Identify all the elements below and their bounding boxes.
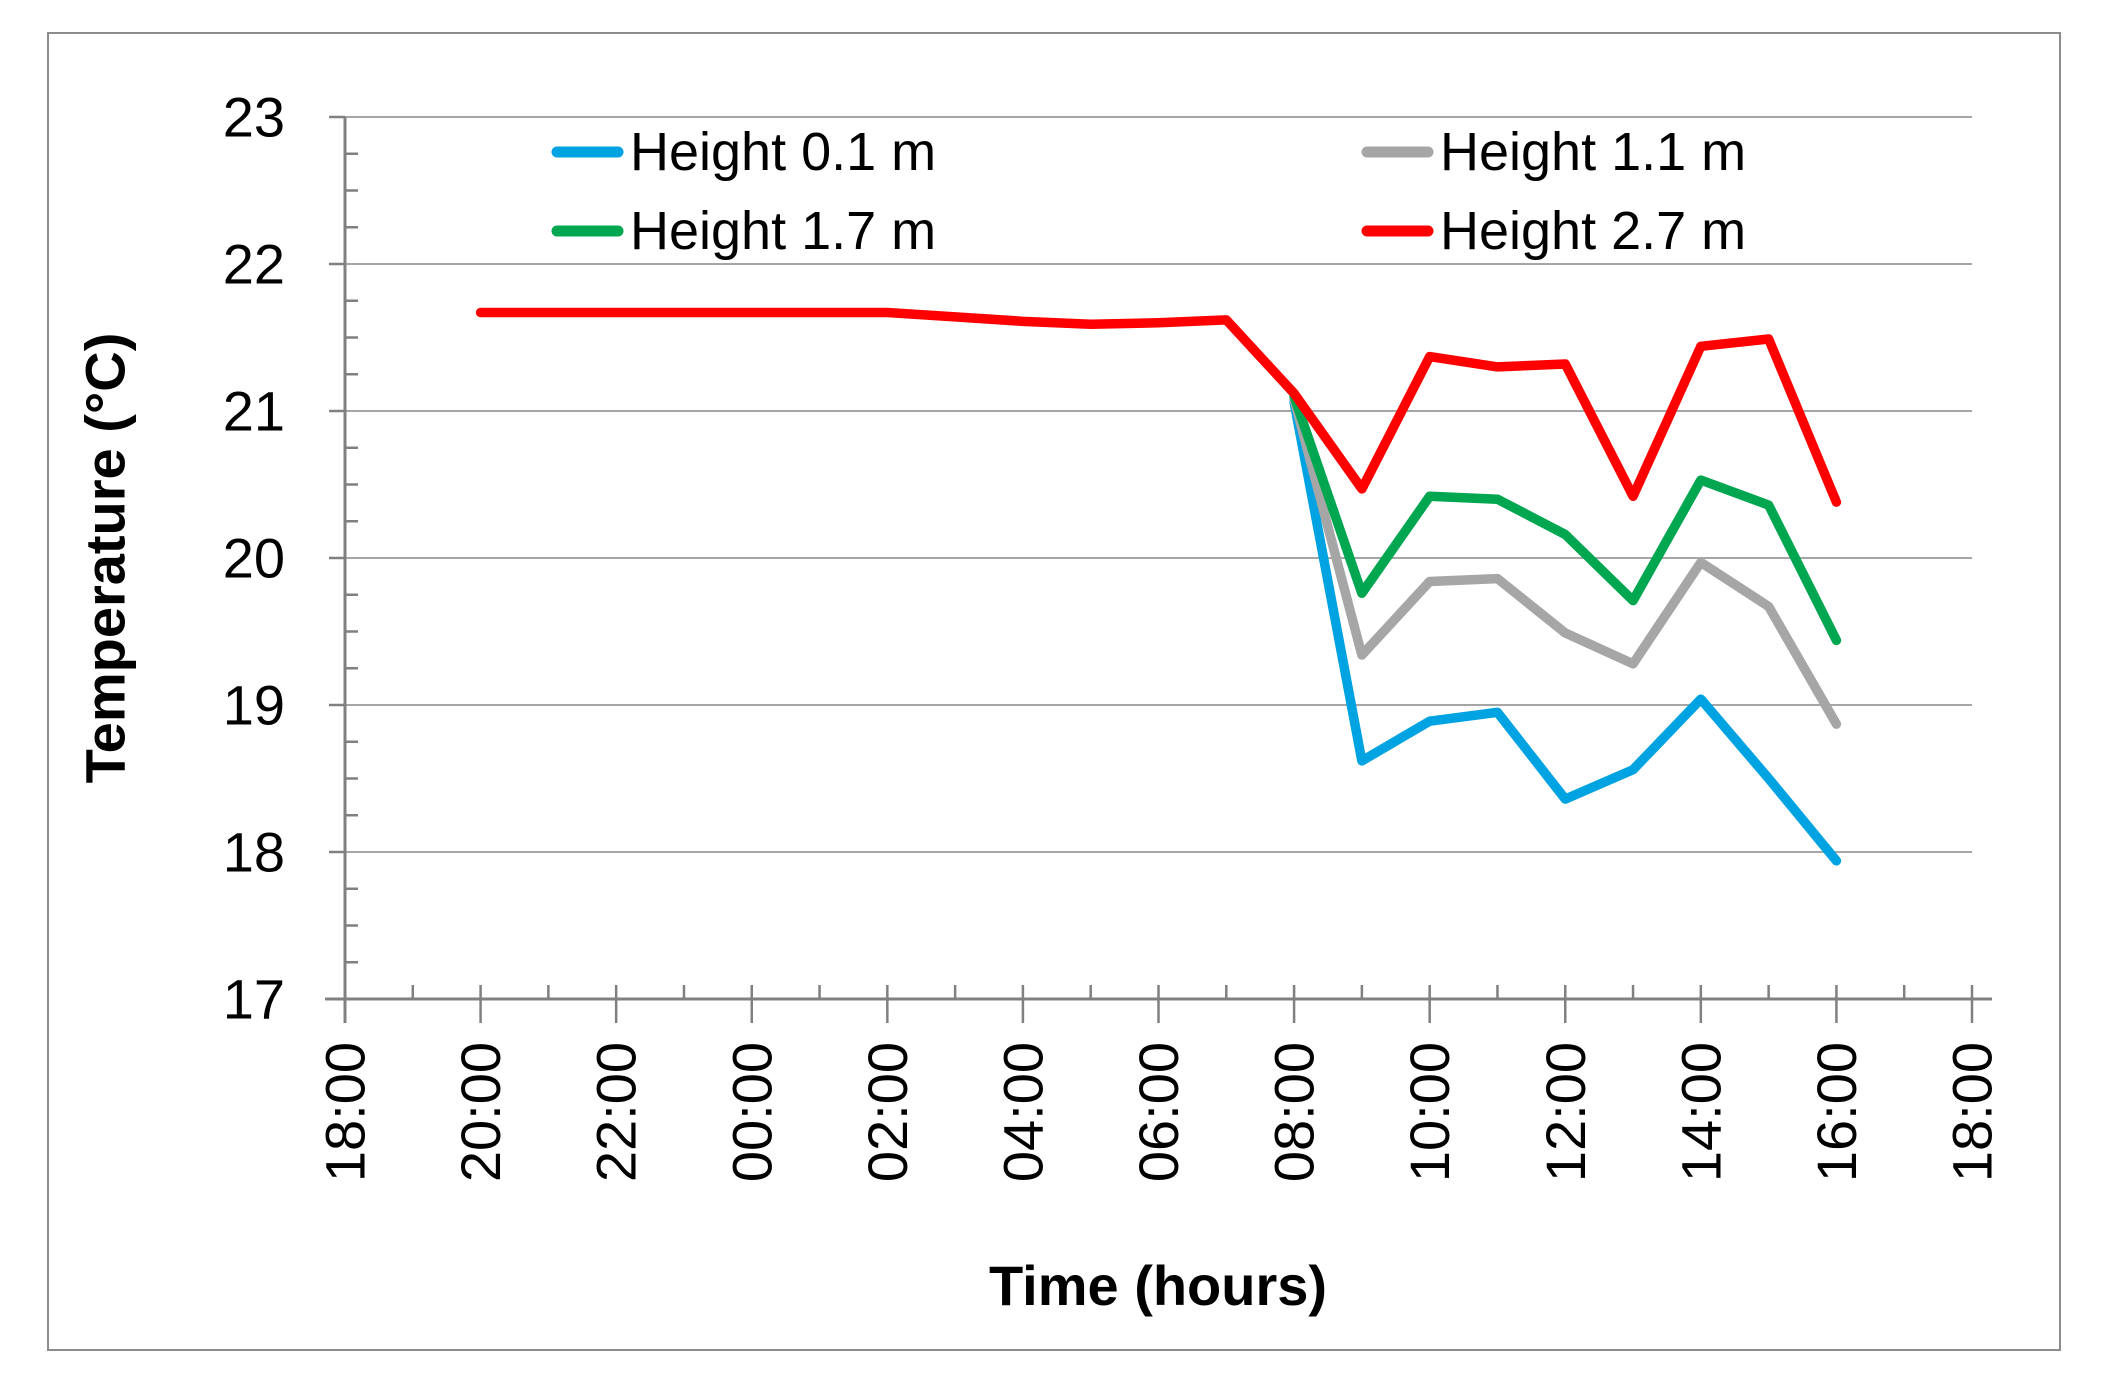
y-tick-labels: 17 18 19 20 21 22 23 [223, 86, 285, 1031]
series-line-height-1-7-m [1289, 391, 1842, 646]
legend-label-height-0-1-m: Height 0.1 m [630, 122, 936, 182]
y-tick-label: 18 [223, 821, 285, 884]
x-tick-label: 10:00 [1398, 1042, 1461, 1182]
x-tick-label: 14:00 [1669, 1042, 1732, 1182]
legend-label-height-1-7-m: Height 1.7 m [630, 201, 936, 261]
x-tick-label: 22:00 [585, 1042, 648, 1182]
legend-label-height-1-1-m: Height 1.1 m [1440, 122, 1746, 182]
y-tick-label: 17 [223, 968, 285, 1031]
y-tick-label: 19 [223, 674, 285, 737]
y-tick-label: 23 [223, 86, 285, 149]
y-axis-title: Temperature (°C) [74, 333, 137, 784]
x-tick-label: 00:00 [720, 1042, 783, 1182]
x-tick-label: 18:00 [314, 1042, 377, 1182]
y-tick-label: 21 [223, 380, 285, 443]
x-tick-label: 02:00 [856, 1042, 919, 1182]
x-tick-label: 12:00 [1534, 1042, 1597, 1182]
data-series [475, 307, 1842, 866]
legend-label-height-2-7-m: Height 2.7 m [1440, 201, 1746, 261]
x-axis-title: Time (hours) [989, 1254, 1327, 1317]
x-tick-label: 20:00 [449, 1042, 512, 1182]
y-tick-label: 20 [223, 527, 285, 590]
series-line-height-2-7-m [475, 307, 1842, 507]
x-tick-label: 08:00 [1263, 1042, 1326, 1182]
x-tick-label: 18:00 [1941, 1042, 2004, 1182]
chart-legend: Height 0.1 m Height 1.1 m Height 1.7 m Heig… [551, 122, 1746, 261]
x-tick-label: 04:00 [991, 1042, 1054, 1182]
chart-border [47, 32, 2061, 1351]
series-line-height-1-1-m [1289, 394, 1842, 729]
x-tick-labels: 18:00 20:00 22:00 00:00 02:00 04:00 06:00 08:00… [314, 1042, 2004, 1182]
series-line-height-0-1-m [1289, 397, 1842, 866]
x-tick-label: 16:00 [1805, 1042, 1868, 1182]
y-tick-label: 22 [223, 233, 285, 296]
x-tick-label: 06:00 [1127, 1042, 1190, 1182]
axis-ticks [329, 115, 1974, 1023]
